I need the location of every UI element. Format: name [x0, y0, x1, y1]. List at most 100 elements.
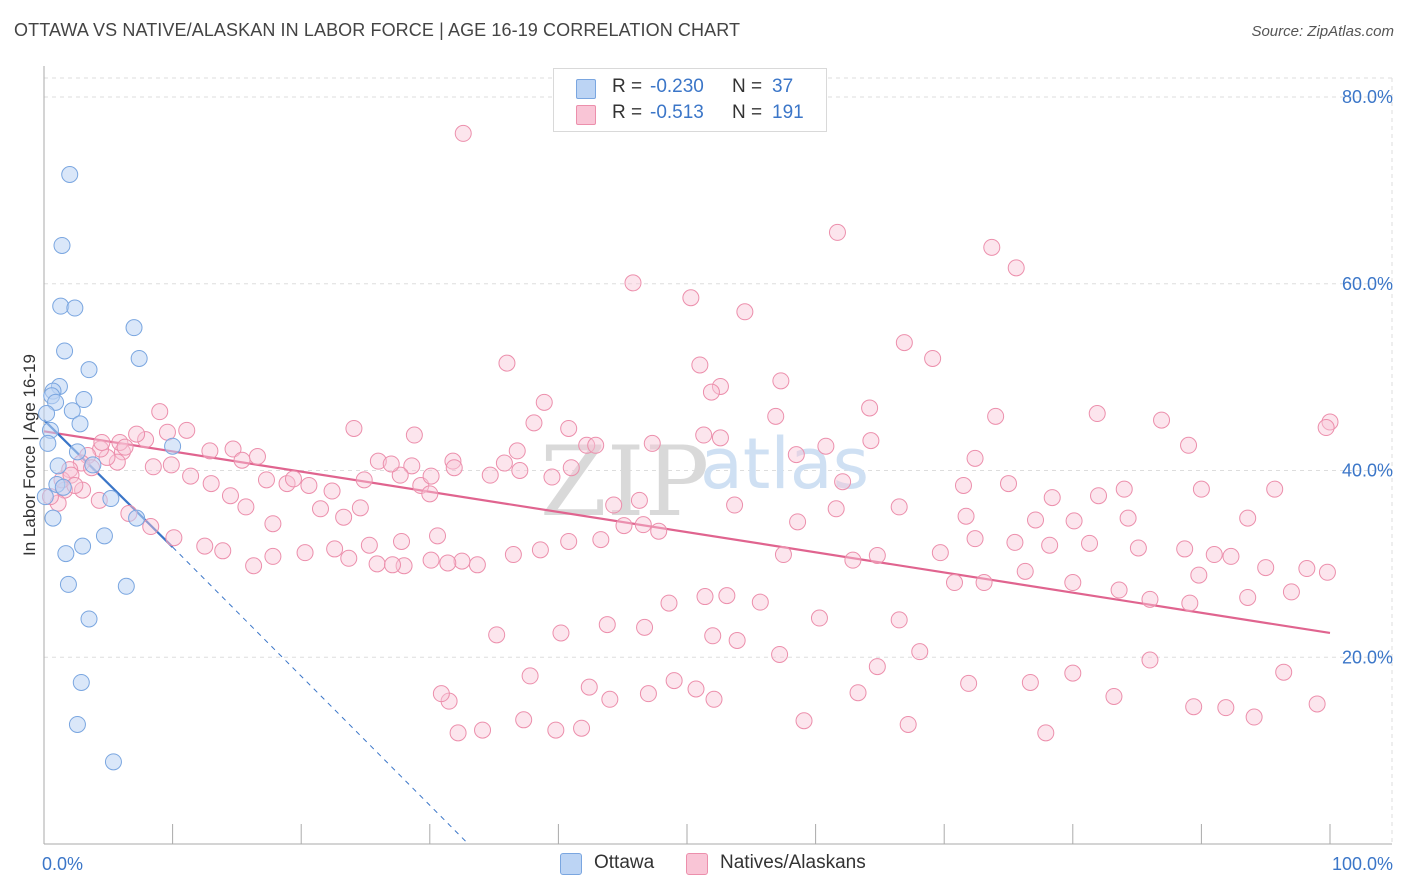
natives-point [634, 516, 652, 534]
natives-point [521, 667, 539, 685]
natives-point [705, 690, 723, 708]
natives-point [422, 551, 440, 569]
natives-point [580, 678, 598, 696]
natives-point [834, 473, 852, 491]
natives-point [453, 552, 471, 570]
natives-point [111, 433, 129, 451]
ottawa-points [36, 166, 182, 771]
watermark: ZIP atlas [540, 423, 869, 538]
natives-point [945, 574, 963, 592]
ottawa-point [57, 545, 75, 563]
y-tick-label: 20.0% [1342, 647, 1393, 667]
x-tick-label-min: 0.0% [42, 854, 83, 874]
natives-point [481, 466, 499, 484]
ottawa-point [75, 391, 93, 409]
natives-point [1257, 559, 1275, 577]
ottawa-point [61, 166, 79, 184]
natives-point [525, 414, 543, 432]
data-points [36, 124, 1339, 771]
natives-point [751, 593, 769, 611]
natives-point [405, 426, 423, 444]
legend-r-value: -0.230 [650, 76, 704, 97]
x-tick-label-max: 100.0% [1332, 854, 1393, 874]
natives-point [340, 549, 358, 567]
natives-point [636, 618, 654, 636]
natives-point [728, 631, 746, 649]
natives-point [439, 554, 457, 572]
natives-point [335, 508, 353, 526]
legend-swatch-natives [576, 105, 596, 125]
natives-point [966, 449, 984, 467]
natives-point [1217, 699, 1235, 717]
natives-point [531, 541, 549, 559]
natives-point [221, 487, 239, 505]
natives-point [511, 462, 529, 479]
ottawa-point [47, 393, 65, 411]
natives-point [630, 491, 648, 509]
natives-point [1000, 475, 1017, 493]
natives-point [403, 457, 421, 475]
ottawa-trend-extension [172, 546, 469, 845]
natives-point [360, 536, 378, 554]
natives-point [827, 500, 845, 518]
natives-point [422, 467, 440, 485]
natives-point [772, 372, 790, 390]
natives-point [552, 624, 570, 642]
chart-source: Source: ZipAtlas.com [1251, 23, 1394, 40]
natives-point [1205, 546, 1223, 564]
natives-point [1192, 480, 1210, 498]
natives-point [1064, 574, 1082, 592]
natives-point [810, 609, 828, 627]
natives-point [116, 438, 134, 456]
ottawa-point [53, 236, 71, 254]
natives-point [789, 513, 807, 531]
natives-point [736, 303, 754, 321]
natives-point [1275, 663, 1293, 681]
watermark-zip: ZIP [540, 426, 709, 538]
natives-point [1088, 405, 1106, 423]
natives-point [573, 719, 591, 737]
natives-point [960, 674, 978, 692]
natives-point [504, 546, 522, 564]
natives-point [605, 496, 623, 514]
legend-n-label: N = [732, 102, 763, 123]
natives-point [1119, 509, 1137, 527]
natives-point [214, 542, 232, 560]
natives-point [702, 383, 720, 401]
natives-point [351, 499, 369, 517]
natives-point [296, 544, 314, 562]
natives-point [429, 527, 447, 545]
ottawa-point [102, 490, 120, 508]
natives-point [1115, 480, 1133, 498]
axis-labels: 20.0% 40.0% 60.0% 80.0% 0.0% 100.0% In Labor F… [20, 87, 1393, 874]
natives-point [1239, 588, 1257, 606]
ottawa-point [84, 456, 102, 474]
natives-point [817, 437, 835, 455]
legend-row-ottawa: R = -0.230 N = 37 [554, 75, 826, 101]
ottawa-point [52, 297, 70, 315]
natives-point [665, 672, 683, 690]
natives-point [264, 547, 282, 565]
natives-point [1239, 509, 1257, 527]
natives-point [1016, 562, 1034, 580]
natives-point [178, 421, 196, 439]
natives-point [515, 711, 533, 729]
natives-point [711, 377, 729, 395]
natives-point [598, 616, 616, 634]
legend-swatch-natives [686, 853, 708, 875]
natives-point [774, 546, 792, 564]
natives-point [1185, 698, 1203, 716]
natives-point [1317, 419, 1335, 437]
ottawa-point [63, 402, 81, 420]
y-tick-label: 40.0% [1342, 461, 1393, 481]
natives-point [162, 456, 180, 474]
natives-point [587, 436, 605, 454]
natives-point [128, 425, 146, 443]
ottawa-point [72, 673, 90, 691]
natives-point [1245, 708, 1263, 726]
legend-r-value: -0.513 [650, 102, 704, 123]
natives-point [237, 498, 255, 516]
natives-point [1041, 536, 1059, 554]
natives-point [248, 447, 266, 465]
